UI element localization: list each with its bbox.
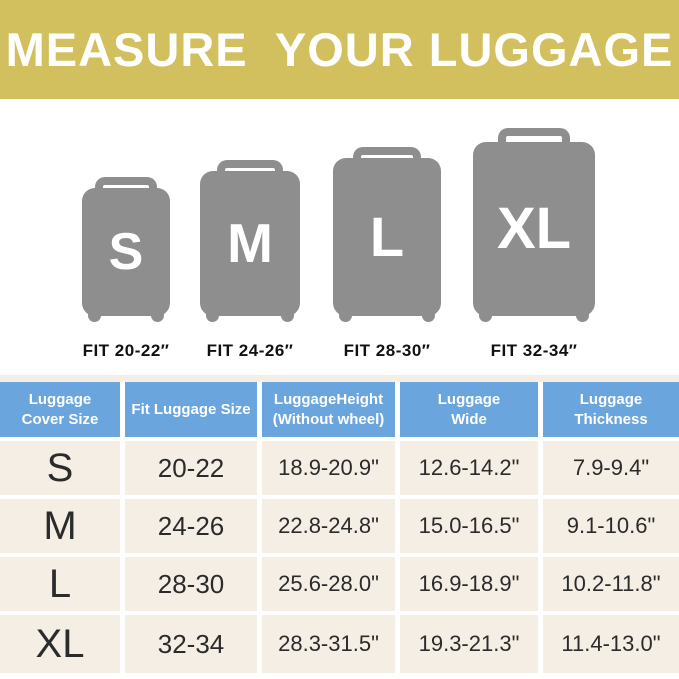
col-header-luggage-cover-size: Luggage Cover Size [0, 382, 120, 437]
col-header-fit-luggage-size: Fit Luggage Size [125, 382, 257, 437]
cell-cover-size: L [0, 557, 120, 611]
cell-thickness: 11.4-13.0" [543, 615, 679, 673]
size-letter: M [227, 212, 273, 274]
cell-cover-size: XL [0, 615, 120, 673]
cell-thickness: 10.2-11.8" [543, 557, 679, 611]
table-row-l: L 28-30 25.6-28.0" 16.9-18.9" 10.2-11.8" [0, 557, 679, 611]
cell-height: 18.9-20.9" [262, 441, 395, 495]
cell-wide: 16.9-18.9" [400, 557, 538, 611]
col-header-luggage-thickness: Luggage Thickness [543, 382, 679, 437]
table-top-strip [0, 375, 679, 382]
suitcase-body-icon: XL [473, 142, 595, 316]
fit-range-label: FIT 24-26″ [206, 341, 294, 360]
size-table: Luggage Cover Size Fit Luggage Size Lugg… [0, 375, 679, 673]
fit-range-label: FIT 28-30″ [343, 341, 431, 360]
fit-range-label: FIT 32-34″ [490, 341, 578, 360]
page-title: MEASURE YOUR LUGGAGE [5, 23, 674, 76]
table-row-s: S 20-22 18.9-20.9" 12.6-14.2" 7.9-9.4" [0, 441, 679, 495]
suitcase-body-icon: S [82, 188, 170, 316]
size-letter: XL [496, 196, 572, 261]
suitcase-l: L FIT 28-30″ [308, 147, 466, 361]
cell-height: 25.6-28.0" [262, 557, 395, 611]
suitcase-s: S FIT 20-22″ [57, 177, 195, 361]
cell-fit-size: 28-30 [125, 557, 257, 611]
cell-wide: 19.3-21.3" [400, 615, 538, 673]
suitcase-xl: XL FIT 32-34″ [448, 128, 620, 361]
size-letter: S [108, 223, 144, 281]
suitcase-m: M FIT 24-26″ [175, 160, 325, 361]
cell-cover-size: S [0, 441, 120, 495]
cell-thickness: 9.1-10.6" [543, 499, 679, 553]
suitcase-body-icon: M [200, 171, 300, 316]
cell-height: 22.8-24.8" [262, 499, 395, 553]
cell-cover-size: M [0, 499, 120, 553]
cell-fit-size: 32-34 [125, 615, 257, 673]
table-row-xl: XL 32-34 28.3-31.5" 19.3-21.3" 11.4-13.0… [0, 615, 679, 673]
table-row-m: M 24-26 22.8-24.8" 15.0-16.5" 9.1-10.6" [0, 499, 679, 553]
cell-fit-size: 24-26 [125, 499, 257, 553]
suitcase-body-icon: L [333, 158, 441, 316]
table-header-row: Luggage Cover Size Fit Luggage Size Lugg… [0, 382, 679, 437]
cell-wide: 15.0-16.5" [400, 499, 538, 553]
cell-thickness: 7.9-9.4" [543, 441, 679, 495]
banner: MEASURE YOUR LUGGAGE [0, 0, 679, 99]
col-header-luggage-height: LuggageHeight (Without wheel) [262, 382, 395, 437]
cell-height: 28.3-31.5" [262, 615, 395, 673]
cell-wide: 12.6-14.2" [400, 441, 538, 495]
fit-range-label: FIT 20-22″ [82, 341, 170, 360]
size-letter: L [369, 205, 405, 268]
cell-fit-size: 20-22 [125, 441, 257, 495]
col-header-luggage-wide: Luggage Wide [400, 382, 538, 437]
